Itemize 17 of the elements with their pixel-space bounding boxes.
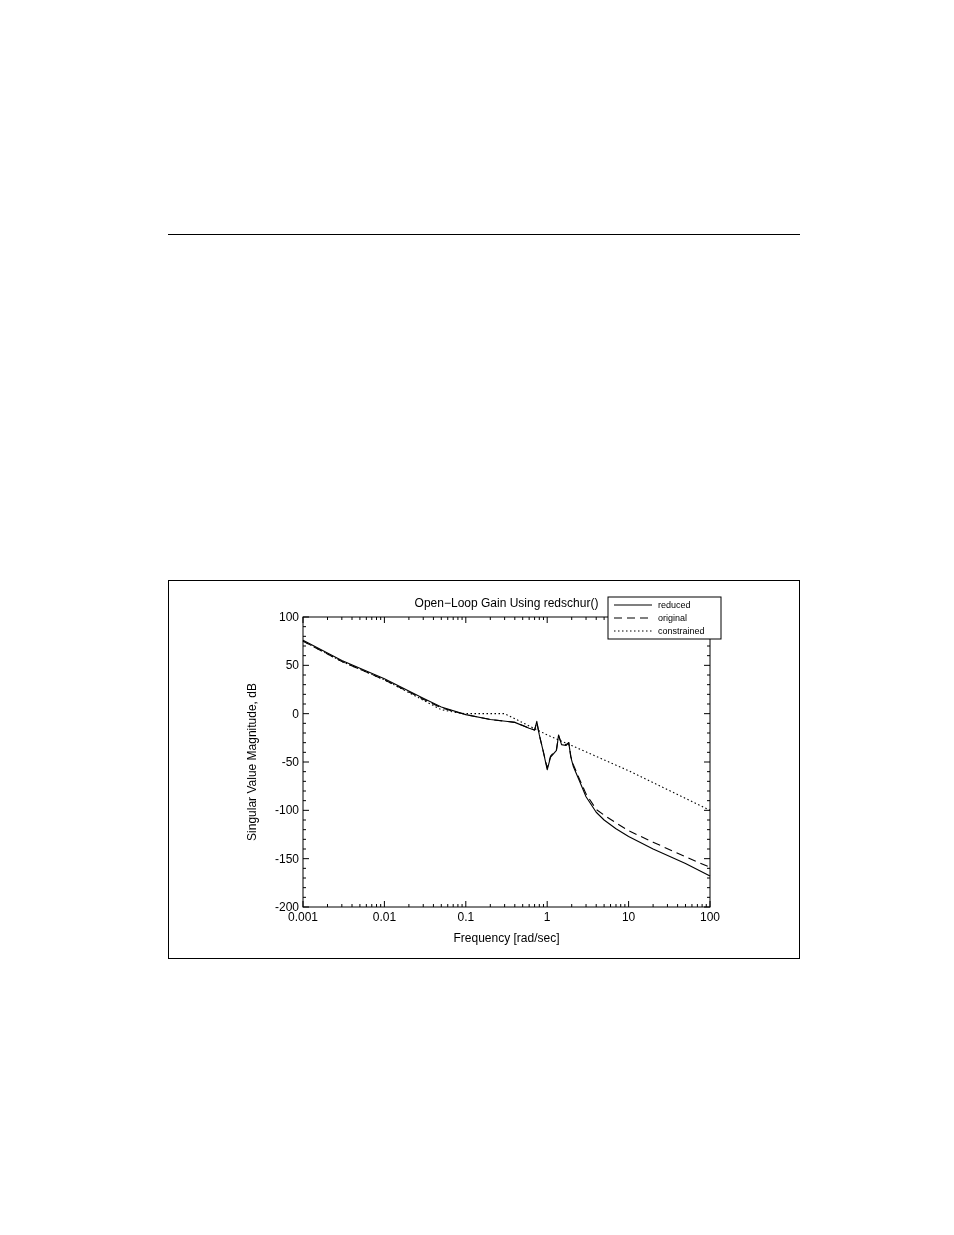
x-axis-title: Frequency [rad/sec] xyxy=(453,931,560,945)
y-axis-title: Singular Value Magnitude, dB xyxy=(245,683,259,841)
chart-title: Open−Loop Gain Using redschur() xyxy=(414,596,599,610)
y-tick-label: 100 xyxy=(278,610,300,624)
x-tick-label: 10 xyxy=(621,910,636,924)
y-tick-label: -50 xyxy=(281,755,300,769)
x-tick-label: 1 xyxy=(543,910,551,924)
x-tick-label: 100 xyxy=(699,910,721,924)
x-tick-label: 0.01 xyxy=(372,910,397,924)
y-tick-label: -100 xyxy=(274,803,300,818)
y-tick-label: 0 xyxy=(292,706,300,721)
legend-label: constrained xyxy=(658,626,705,636)
y-tick-label: -150 xyxy=(274,851,300,866)
y-tick-label: 50 xyxy=(285,658,300,673)
legend-label: original xyxy=(658,613,688,623)
legend-label: reduced xyxy=(658,600,691,610)
x-tick-label: 0.1 xyxy=(457,910,475,924)
